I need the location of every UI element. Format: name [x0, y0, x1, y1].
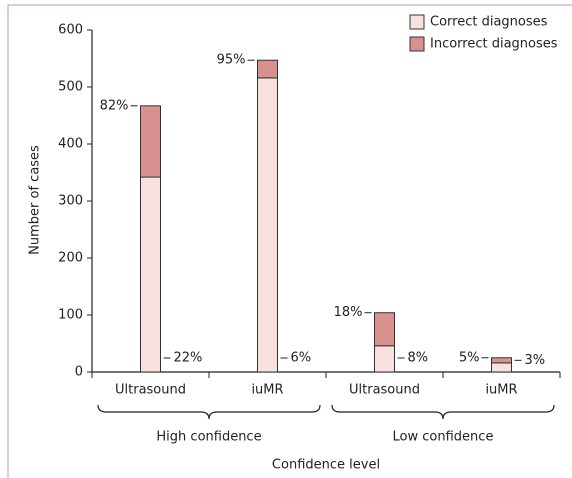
bar-segment [374, 345, 395, 373]
y-tick-label: 0 [75, 365, 83, 380]
y-axis-title: Number of cases [28, 145, 43, 255]
y-tick-label: 300 [58, 194, 83, 209]
bar-segment [491, 362, 512, 373]
percent-label: 5% [459, 350, 480, 365]
y-tick-label: 200 [58, 251, 83, 266]
legend-label: Incorrect diagnoses [430, 37, 558, 52]
percent-label: 3% [525, 353, 546, 368]
x-axis-title: Confidence level [272, 458, 380, 473]
group-brace [331, 404, 555, 420]
bar-segment [257, 59, 278, 79]
percent-label: 82% [100, 98, 129, 113]
percent-label: 6% [291, 351, 312, 366]
bar-segment [257, 77, 278, 373]
x-tick-label: Ultrasound [115, 383, 186, 398]
bar-segment [374, 312, 395, 347]
x-tick-label: Ultrasound [349, 383, 420, 398]
y-tick-label: 400 [58, 137, 83, 152]
x-tick-label: iuMR [485, 383, 517, 398]
percent-label: 95% [217, 53, 246, 68]
frame [7, 4, 572, 478]
legend-label: Correct diagnoses [430, 15, 548, 30]
percent-label: 18% [334, 305, 363, 320]
percent-label: 22% [174, 351, 203, 366]
bar-segment [140, 105, 161, 178]
group-label: High confidence [156, 430, 261, 445]
percent-label: 8% [408, 351, 429, 366]
bar-segment [140, 176, 161, 373]
bar-segment [491, 357, 512, 364]
x-tick-label: iuMR [251, 383, 283, 398]
legend-swatch [409, 14, 425, 30]
y-tick-label: 100 [58, 308, 83, 323]
y-tick-label: 500 [58, 80, 83, 95]
y-tick-label: 600 [58, 23, 83, 38]
legend-swatch [409, 36, 425, 52]
group-brace [97, 404, 321, 420]
group-label: Low confidence [393, 430, 494, 445]
